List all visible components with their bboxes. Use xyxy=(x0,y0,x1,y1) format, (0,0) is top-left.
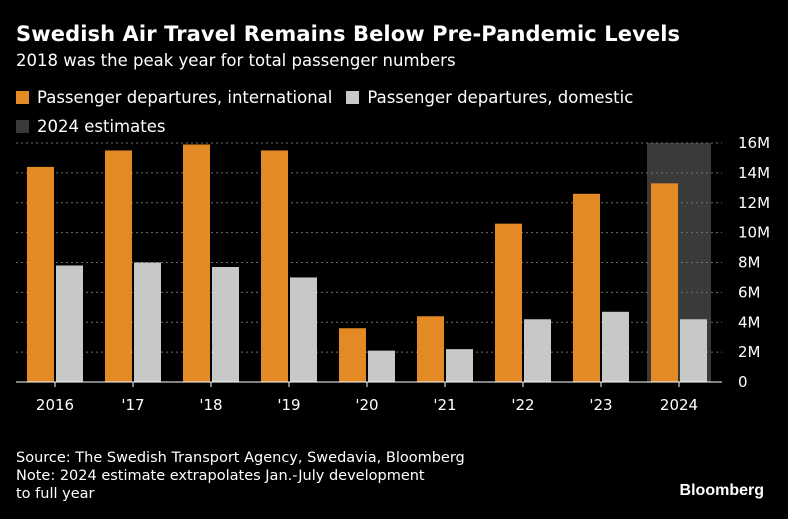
legend-swatch-international xyxy=(16,91,29,104)
legend-swatch-estimates xyxy=(16,120,29,133)
bar-domestic xyxy=(134,262,161,382)
chart-subtitle: 2018 was the peak year for total passeng… xyxy=(16,51,456,70)
x-tick-label: '23 xyxy=(589,396,612,414)
y-tick-label: 10M xyxy=(738,224,770,242)
bar-domestic xyxy=(56,265,83,382)
x-tick-label: 2024 xyxy=(660,396,698,414)
legend-label-international: Passenger departures, international xyxy=(37,88,333,107)
source-note: Source: The Swedish Transport Agency, Sw… xyxy=(16,450,465,466)
legend-item-domestic: Passenger departures, domestic xyxy=(346,88,633,107)
bar-domestic xyxy=(524,319,551,382)
bar-international xyxy=(495,223,522,382)
x-tick-label: '21 xyxy=(433,396,456,414)
x-tick-label: '17 xyxy=(121,396,144,414)
bar-domestic xyxy=(290,277,317,382)
estimate-note-continued: to full year xyxy=(16,486,95,502)
legend-swatch-domestic xyxy=(346,91,360,104)
y-tick-label: 2M xyxy=(738,343,761,361)
bar-domestic xyxy=(212,266,239,382)
bar-domestic xyxy=(602,311,629,382)
chart-title: Swedish Air Travel Remains Below Pre-Pan… xyxy=(16,22,681,46)
bloomberg-logo: Bloomberg xyxy=(679,482,764,499)
legend-item-estimates: 2024 estimates xyxy=(16,117,165,136)
bar-domestic xyxy=(368,350,395,382)
bar-international xyxy=(27,166,54,382)
bar-international xyxy=(573,193,600,382)
bar-international xyxy=(261,150,288,382)
estimate-note: Note: 2024 estimate extrapolates Jan.-Ju… xyxy=(16,468,425,484)
bar-domestic xyxy=(446,349,473,382)
bar-international xyxy=(183,144,210,382)
bar-chart: 0 2M 4M 6M 8M 10M 12M 14M 16M 2016 '17 '18 '19 '20 '21… xyxy=(16,134,770,414)
bar-international xyxy=(417,316,444,382)
y-tick-label: 0 xyxy=(738,373,748,391)
y-tick-label: 12M xyxy=(738,194,770,212)
x-tick-label: '22 xyxy=(511,396,534,414)
legend-label-domestic: Passenger departures, domestic xyxy=(367,88,634,107)
x-tick-label: '20 xyxy=(355,396,378,414)
y-tick-label: 16M xyxy=(738,134,770,152)
x-tick-label: 2016 xyxy=(36,396,74,414)
bar-international xyxy=(339,328,366,382)
y-tick-label: 8M xyxy=(738,254,761,272)
legend: Passenger departures, international Pass… xyxy=(16,86,647,144)
legend-label-estimates: 2024 estimates xyxy=(37,117,166,136)
bar-international xyxy=(651,183,678,382)
footer-notes: Source: The Swedish Transport Agency, Sw… xyxy=(16,449,465,503)
x-tick-label: '18 xyxy=(199,396,222,414)
legend-item-international: Passenger departures, international xyxy=(16,88,332,107)
y-tick-label: 6M xyxy=(738,283,761,301)
bar-domestic xyxy=(680,319,707,382)
y-tick-label: 14M xyxy=(738,164,770,182)
x-tick-label: '19 xyxy=(277,396,300,414)
y-tick-label: 4M xyxy=(738,313,761,331)
bar-international xyxy=(105,150,132,382)
